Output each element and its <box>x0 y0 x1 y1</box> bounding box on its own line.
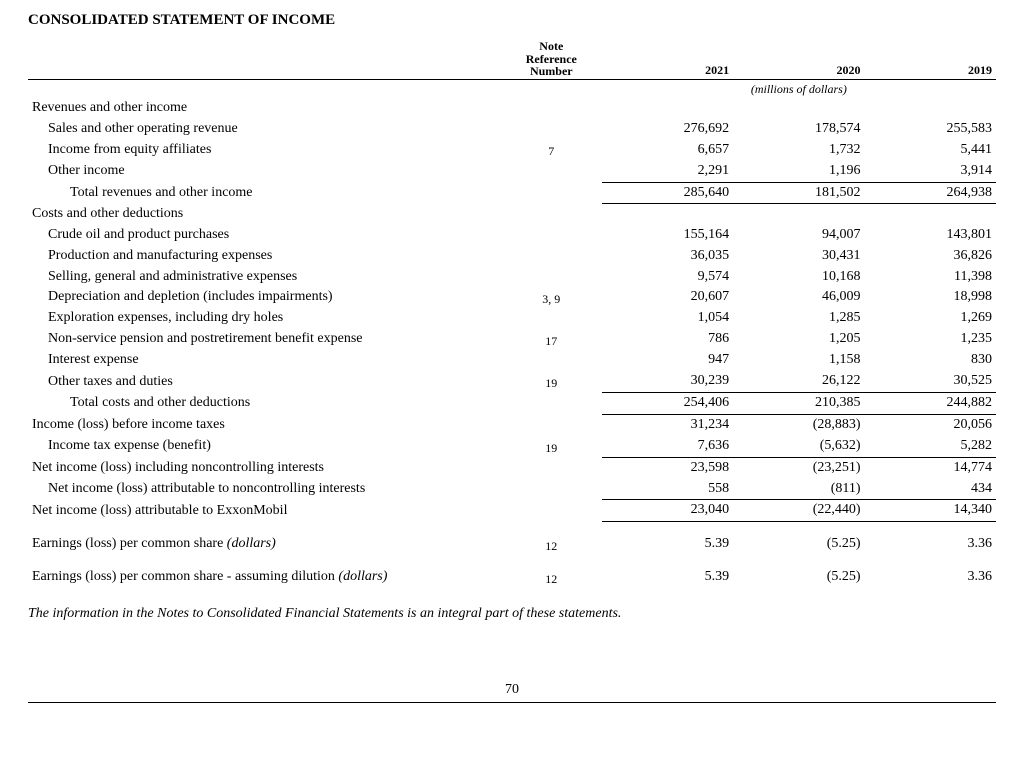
section-costs: Costs and other deductions <box>28 204 501 225</box>
col-header-note: NoteReferenceNumber <box>501 39 602 79</box>
table-row: Interest expense9471,158830 <box>28 350 996 371</box>
table-row: Other income2,2911,1963,914 <box>28 161 996 182</box>
table-row: Net income (loss) attributable to ExxonM… <box>28 500 996 522</box>
table-row: Net income (loss) attributable to noncon… <box>28 479 996 500</box>
table-row: Total costs and other deductions254,4062… <box>28 392 996 414</box>
table-row: Crude oil and product purchases155,16494… <box>28 225 996 246</box>
table-row: Non-service pension and postretirement b… <box>28 329 996 350</box>
table-row: Sales and other operating revenue276,692… <box>28 119 996 140</box>
col-header-2020: 2020 <box>733 39 864 79</box>
table-row: Income (loss) before income taxes31,234(… <box>28 414 996 435</box>
table-row: Income tax expense (benefit)197,636(5,63… <box>28 436 996 457</box>
table-row: Production and manufacturing expenses36,… <box>28 246 996 267</box>
col-header-2021: 2021 <box>602 39 733 79</box>
page-title: CONSOLIDATED STATEMENT OF INCOME <box>28 12 996 29</box>
table-row: Earnings (loss) per common share (dollar… <box>28 534 996 555</box>
page-number: 70 <box>28 682 996 698</box>
table-row: Earnings (loss) per common share - assum… <box>28 567 996 588</box>
table-row: Total revenues and other income285,64018… <box>28 182 996 204</box>
table-row: Other taxes and duties1930,23926,12230,5… <box>28 371 996 392</box>
table-row: Selling, general and administrative expe… <box>28 267 996 288</box>
income-statement-table: NoteReferenceNumber 2021 2020 2019 (mill… <box>28 39 996 588</box>
table-row: Exploration expenses, including dry hole… <box>28 308 996 329</box>
unit-label: (millions of dollars) <box>602 79 996 98</box>
table-row: Net income (loss) including noncontrolli… <box>28 457 996 478</box>
col-header-2019: 2019 <box>865 39 996 79</box>
bottom-rule <box>28 702 996 703</box>
section-revenues: Revenues and other income <box>28 98 501 119</box>
table-row: Depreciation and depletion (includes imp… <box>28 287 996 308</box>
table-row: Income from equity affiliates76,6571,732… <box>28 140 996 161</box>
footnote-text: The information in the Notes to Consolid… <box>28 606 996 622</box>
